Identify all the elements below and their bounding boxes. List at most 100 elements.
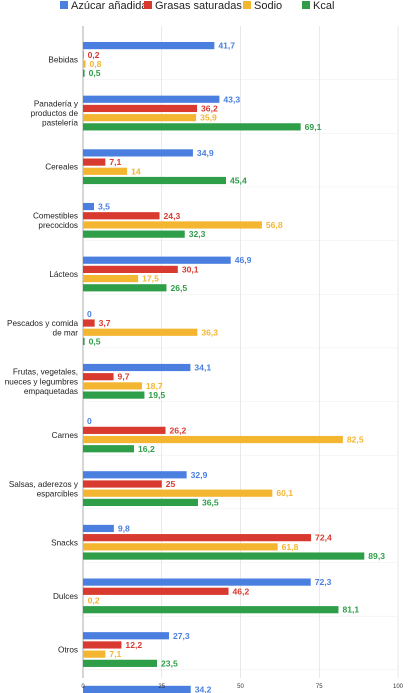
data-label-azucar-anadida: 72,3 (315, 577, 332, 587)
bar-sodio (83, 596, 84, 605)
bar-grasas-saturadas (83, 158, 106, 166)
bar-azucar-anadida (83, 42, 215, 50)
bar-sodio (83, 382, 142, 390)
bar-grasas-saturadas (83, 426, 166, 434)
data-label-grasas-saturadas: 25 (166, 479, 176, 489)
data-label-azucar-anadida: 9,8 (118, 523, 130, 533)
bar-azucar-anadida (83, 149, 193, 157)
category-label-line: Bebidas (48, 55, 78, 64)
x-axis-ticks: 0 25 50 75 100 (81, 684, 403, 690)
data-label-azucar-anadida: 34,9 (197, 148, 214, 158)
bar-kcal (83, 659, 158, 667)
category-label-line: precocidos (38, 221, 78, 230)
bar-sodio (83, 167, 128, 175)
data-label-sodio: 18,7 (146, 381, 163, 391)
data-label-kcal: 0,5 (89, 68, 101, 78)
legend-label-grasas-saturadas: Grasas saturadas (155, 0, 242, 12)
category-labels: Bebidas Panadería y productos de pastelería… (5, 55, 79, 655)
data-label-sodio: 0,8 (90, 59, 102, 69)
data-label-kcal: 0,5 (89, 336, 101, 346)
bar-azucar-anadida (83, 632, 169, 640)
data-label-azucar-anadida: 43,3 (223, 94, 240, 104)
bar-kcal (83, 498, 198, 506)
data-label-grasas-saturadas: 9,7 (118, 372, 130, 382)
bar-sodio (83, 435, 343, 444)
category-label-line: Dulces (53, 592, 78, 601)
category-label-line: Otros (58, 646, 78, 655)
x-tick-label: 50 (237, 684, 244, 690)
category-label-line: empaquetadas (24, 387, 78, 396)
bar-kcal (83, 69, 85, 77)
category-label-line: Lácteos (49, 270, 78, 279)
data-label-kcal: 16,2 (138, 444, 155, 454)
data-label-azucar-anadida: 46,9 (235, 255, 252, 265)
data-label-grasas-saturadas: 12,2 (125, 640, 142, 650)
bar-grasas-saturadas (83, 534, 312, 542)
category-label-line: Carnes (52, 431, 78, 440)
category-label-line: Cereales (45, 163, 78, 172)
category-label-line: esparcibles (37, 489, 78, 498)
category-label: Snacks (51, 538, 78, 547)
data-label-azucar-anadida: 27,3 (173, 631, 190, 641)
bar-kcal (83, 552, 365, 560)
category-label: Bebidas (48, 55, 78, 64)
data-label-sodio: 56,8 (266, 220, 283, 230)
bar-azucar-anadida (83, 471, 187, 479)
category-label: Dulces (53, 592, 78, 601)
bar-azucar-anadida (83, 202, 95, 211)
data-label-sodio: 36,3 (201, 327, 218, 337)
data-label-sodio: 17,5 (142, 274, 159, 284)
data-label-kcal: 26,5 (170, 283, 187, 293)
data-label-sodio: 61,8 (282, 542, 299, 552)
category-label: Carnes (52, 431, 78, 440)
data-label-grasas-saturadas: 3,7 (99, 318, 111, 328)
value-labels: 41,70,20,80,543,336,235,969,134,97,11445… (87, 41, 385, 693)
category-label-line: Comestibles (33, 212, 78, 221)
data-label-azucar-anadida: 0 (87, 309, 92, 319)
data-label-sodio: 82,5 (347, 435, 364, 445)
bar-sodio (83, 60, 86, 68)
x-tick-label: 100 (393, 684, 404, 690)
legend-label-azucar-anadida: Azúcar añadida (71, 0, 148, 12)
bar-kcal (83, 337, 85, 346)
x-tick-label: 0 (81, 684, 85, 690)
bar-sodio (83, 114, 197, 122)
data-label-kcal: 69,1 (305, 122, 322, 132)
category-label-line: Snacks (51, 538, 78, 547)
bar-kcal (83, 391, 145, 399)
data-label-grasas-saturadas: 72,4 (315, 533, 332, 543)
category-label: Panadería y productos de pastelería (31, 99, 79, 127)
legend-label-sodio: Sodio (254, 0, 282, 12)
bar-grasas-saturadas (83, 212, 160, 220)
legend-swatch-grasas-saturadas (144, 1, 152, 9)
bar-grasas-saturadas (83, 373, 114, 381)
data-label-grasas-saturadas: 36,2 (201, 103, 218, 113)
bar-azucar-anadida (83, 256, 231, 264)
data-label-kcal: 23,5 (161, 658, 178, 668)
data-label-grasas-saturadas: 7,1 (109, 157, 121, 167)
category-label-line: Panadería y (34, 99, 79, 108)
data-label-sodio: 7,1 (109, 649, 121, 659)
data-label-grasas-saturadas: 30,1 (182, 264, 199, 274)
bar-sodio (83, 543, 278, 551)
category-label-line: nueces y legumbres (5, 377, 78, 386)
bar-sodio (83, 275, 139, 283)
category-label: Salsas, aderezos y esparcibles (9, 480, 79, 499)
bar-azucar-anadida (83, 578, 311, 586)
category-label: Comestibles precocidos (33, 212, 78, 231)
category-label-line: productos de (31, 109, 79, 118)
data-label-sodio: 14 (131, 166, 141, 176)
legend-label-kcal: Kcal (313, 0, 334, 12)
category-label-line: Salsas, aderezos y (9, 480, 79, 489)
bar-grasas-saturadas (83, 51, 84, 59)
data-label-azucar-anadida: 3,5 (98, 202, 110, 212)
bar-azucar-anadida (83, 524, 114, 533)
bar-grasas-saturadas (83, 480, 162, 488)
data-label-azucar-anadida: 34,1 (194, 363, 211, 373)
bar-grasas-saturadas (83, 587, 229, 595)
bar-sodio (83, 489, 273, 497)
bars (83, 42, 365, 693)
bar-kcal (83, 606, 339, 614)
category-label: Frutas, vegetales, nueces y legumbres empa… (5, 368, 78, 396)
